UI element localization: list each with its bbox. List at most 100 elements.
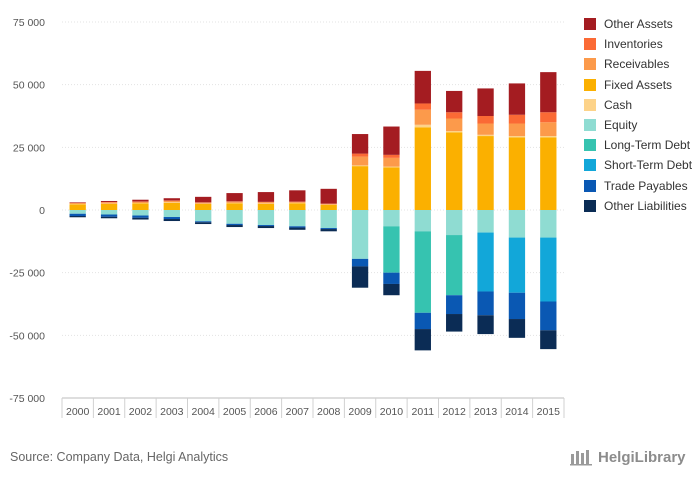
bar-trade-payables <box>100 214 118 217</box>
bar-equity <box>226 210 243 224</box>
legend-item[interactable]: Cash <box>584 95 692 115</box>
bar-cash <box>163 202 180 203</box>
bar-other-liabilities <box>132 217 149 220</box>
y-tick-label: 50 000 <box>13 80 45 92</box>
bar-trade-payables <box>69 213 86 217</box>
bar-receivables <box>289 201 306 203</box>
bar-equity <box>195 210 212 222</box>
legend-swatch <box>584 18 596 31</box>
bar-other-liabilities <box>414 329 431 351</box>
legend-label: Other Liabilities <box>604 198 687 213</box>
legend-item[interactable]: Short-Term Debt <box>584 155 692 175</box>
bar-other-liabilities <box>477 315 494 335</box>
bar-other-assets <box>163 198 180 201</box>
bar-fixed-assets <box>100 203 118 210</box>
bar-fixed-assets <box>383 167 400 210</box>
bar-other-liabilities <box>226 225 243 228</box>
bar-other-assets <box>195 196 212 203</box>
legend-swatch <box>584 38 596 51</box>
bar-trade-payables <box>383 272 400 284</box>
bar-trade-payables <box>414 312 431 330</box>
bar-fixed-assets <box>351 166 369 210</box>
bar-inventories <box>540 112 557 123</box>
legend-item[interactable]: Receivables <box>584 54 692 74</box>
bar-equity <box>320 210 337 229</box>
bar-inventories <box>477 116 494 124</box>
bar-trade-payables <box>540 301 557 331</box>
bar-trade-payables <box>351 258 369 267</box>
bar-inventories <box>351 153 369 157</box>
legend-label: Receivables <box>604 57 670 72</box>
bar-fixed-assets <box>508 137 526 210</box>
bar-other-assets <box>226 193 243 202</box>
bar-equity <box>289 210 306 227</box>
bar-other-liabilities <box>446 314 463 332</box>
bar-stacks <box>69 70 557 351</box>
x-tick-label: 2009 <box>348 406 372 418</box>
bar-equity <box>414 210 431 232</box>
legend-swatch <box>584 78 596 91</box>
bar-receivables <box>508 123 526 137</box>
bar-receivables <box>132 201 149 203</box>
legend-item[interactable]: Inventories <box>584 34 692 54</box>
library-icon <box>570 450 592 466</box>
legend-item[interactable]: Other Assets <box>584 14 692 34</box>
source-note: Source: Company Data, Helgi Analytics <box>10 450 229 464</box>
x-tick-label: 2004 <box>192 406 216 418</box>
bar-other-assets <box>508 83 526 115</box>
bar-fixed-assets <box>69 204 86 210</box>
legend-item[interactable]: Trade Payables <box>584 176 692 196</box>
x-tick-label: 2002 <box>129 406 153 418</box>
legend-item[interactable]: Long-Term Debt <box>584 135 692 155</box>
bar-other-liabilities <box>383 283 400 296</box>
legend-label: Long-Term Debt <box>604 138 691 153</box>
bar-equity <box>163 210 180 218</box>
bar-trade-payables <box>477 291 494 316</box>
bar-cash <box>383 166 400 168</box>
bar-other-assets <box>446 90 463 113</box>
legend-label: Trade Payables <box>604 178 688 193</box>
bar-other-assets <box>69 202 86 203</box>
bar-inventories <box>414 103 431 110</box>
legend-item[interactable]: Equity <box>584 115 692 135</box>
x-axis: 2000 2001 2002 2003 2004 2005 2006 2007 2008 2009… <box>61 397 565 418</box>
y-tick-label: -50 000 <box>9 330 45 342</box>
bar-receivables <box>446 118 463 132</box>
bar-trade-payables <box>508 292 526 320</box>
bar-cash <box>351 165 369 167</box>
x-tick-label: 2006 <box>254 406 278 418</box>
bar-trade-payables <box>163 217 180 220</box>
legend-label: Equity <box>604 118 638 133</box>
legend-item[interactable]: Fixed Assets <box>584 75 692 95</box>
legend-swatch <box>584 179 596 192</box>
bar-trade-payables <box>132 215 149 218</box>
legend-item[interactable]: Other Liabilities <box>584 196 692 216</box>
bar-other-liabilities <box>508 319 526 338</box>
bar-equity <box>132 210 149 216</box>
bar-receivables <box>163 200 180 203</box>
bar-fixed-assets <box>132 203 149 210</box>
legend-label: Cash <box>604 97 633 112</box>
bar-equity <box>540 210 557 238</box>
bar-receivables <box>414 109 431 125</box>
bar-equity <box>383 210 400 227</box>
brand-name: HelgiLibrary <box>598 448 686 466</box>
bar-fixed-assets <box>320 204 337 210</box>
bar-fixed-assets <box>289 203 306 210</box>
bar-receivables <box>477 123 494 135</box>
bar-other-liabilities <box>195 222 212 225</box>
bar-other-assets <box>414 70 431 104</box>
bar-receivables <box>100 202 118 204</box>
x-tick-label: 2012 <box>443 406 467 418</box>
bar-fixed-assets <box>414 127 431 210</box>
bar-fixed-assets <box>477 136 494 210</box>
bar-short-term-debt <box>540 237 557 302</box>
bar-fixed-assets <box>163 202 180 210</box>
legend-swatch <box>584 139 596 152</box>
bar-trade-payables <box>320 228 337 230</box>
x-tick-label: 2005 <box>223 406 247 418</box>
bar-short-term-debt <box>477 232 494 292</box>
bar-inventories <box>508 114 526 124</box>
x-tick-label: 2008 <box>317 406 341 418</box>
bar-other-liabilities <box>289 227 306 230</box>
